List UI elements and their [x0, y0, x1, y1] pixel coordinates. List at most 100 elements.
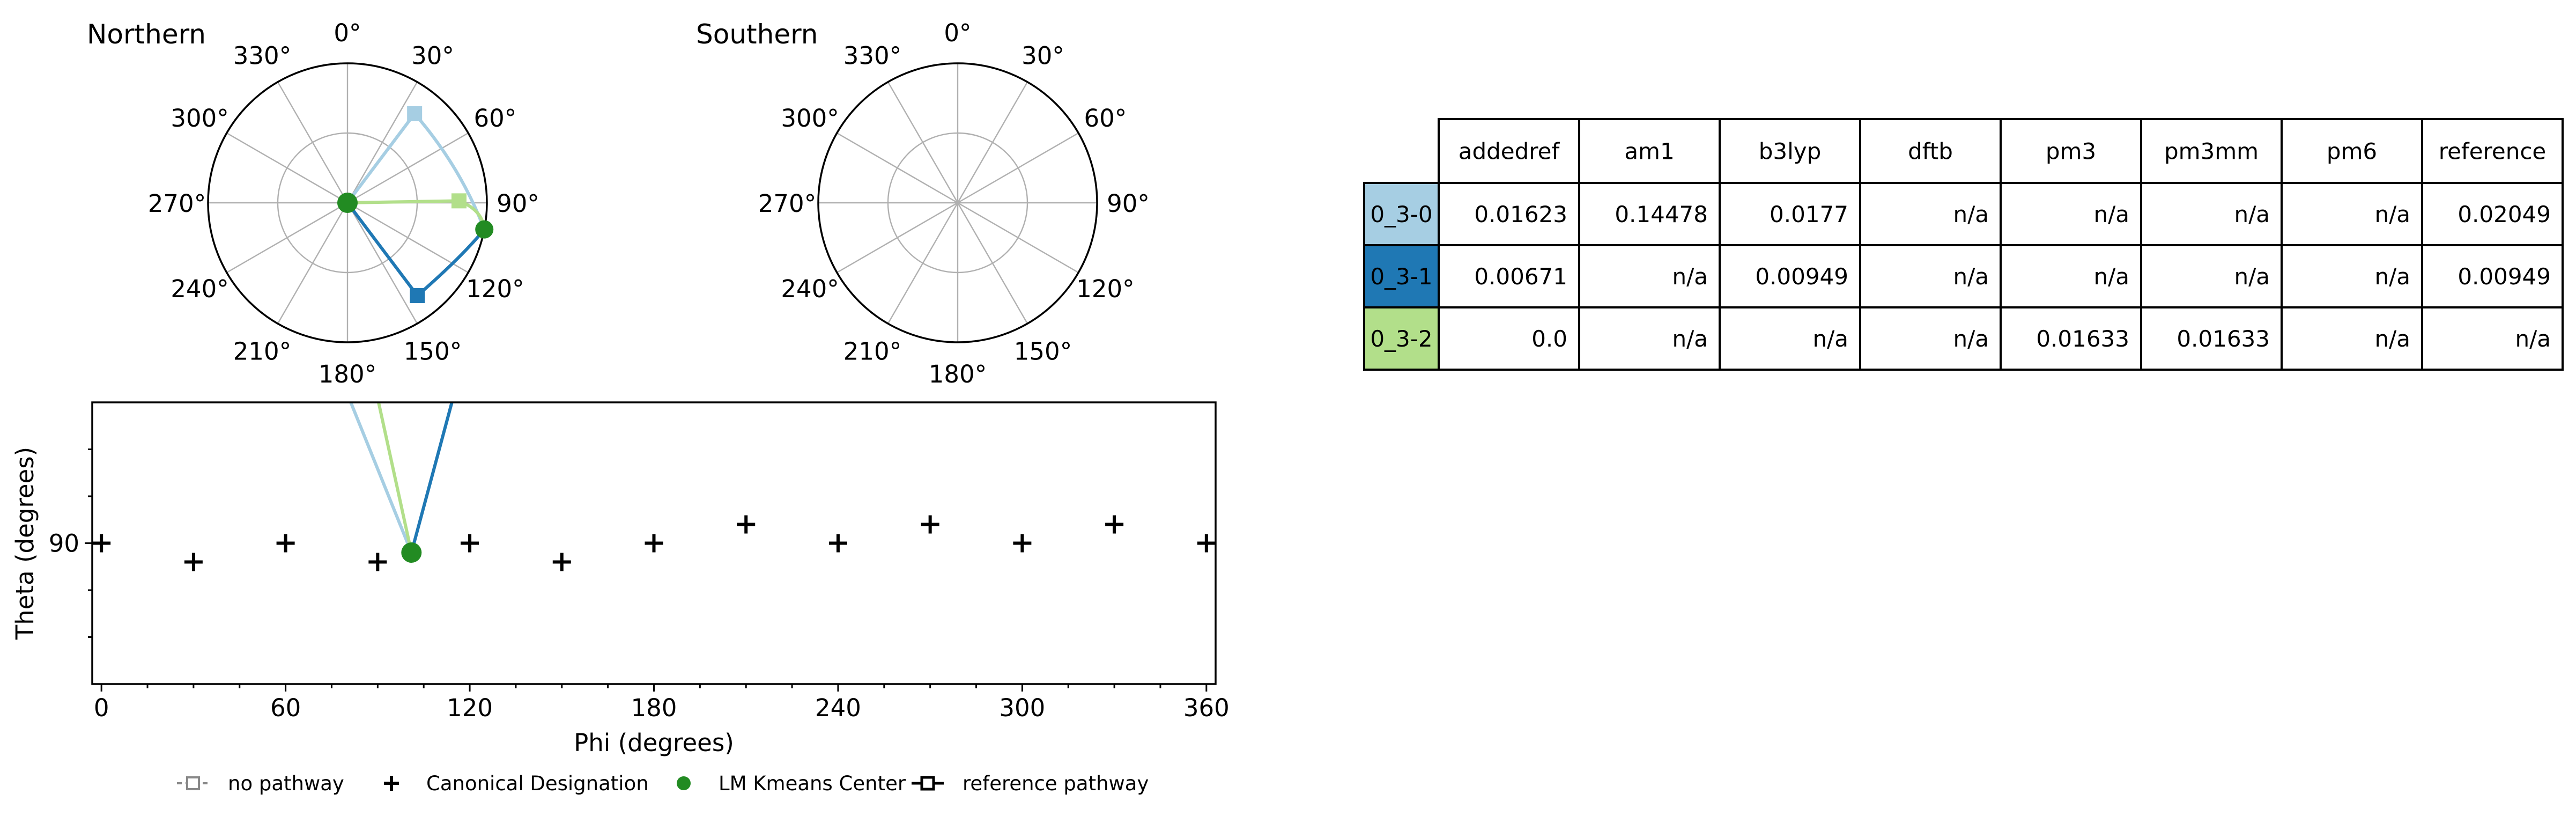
angle-tick-label: 330°	[843, 42, 901, 70]
pathway-endpoint-0-3-0	[407, 106, 423, 121]
table-cell-value: 0.00949	[2457, 263, 2551, 290]
table-row-label: 0_3-1	[1370, 263, 1432, 290]
table-cell-value: 0.02049	[2457, 201, 2551, 227]
legend-label: reference pathway	[963, 772, 1149, 795]
x-tick-label: 0	[94, 694, 109, 722]
x-tick-label: 360	[1183, 694, 1230, 722]
table-cell	[2281, 244, 2423, 308]
pathway-line-0-3-2	[376, 402, 413, 553]
angle-tick-label: 30°	[411, 42, 454, 70]
angle-tick-label: 240°	[781, 275, 839, 303]
x-axis-label: Phi (degrees)	[574, 729, 734, 757]
legend-label: Canonical Designation	[426, 772, 649, 795]
plot-area	[92, 402, 1216, 571]
table-cell-value: 0.01633	[2177, 326, 2270, 352]
table-cell-value: n/a	[1812, 326, 1848, 352]
polar-title: Southern	[696, 19, 818, 50]
x-tick-label: 60	[270, 694, 301, 722]
table-cell-value: n/a	[1953, 201, 1989, 227]
table-cell-value: 0.00671	[1474, 263, 1567, 290]
angle-tick-label: 0°	[334, 19, 361, 47]
angle-tick-label: 150°	[1014, 337, 1072, 365]
table-row-label-cell	[1363, 182, 1440, 246]
table-column-header: pm3mm	[2164, 138, 2259, 165]
angle-tick-label: 150°	[404, 337, 462, 365]
table-cell-value: n/a	[1672, 326, 1708, 352]
canonical-designation-marker	[552, 553, 571, 571]
angle-tick-label: 270°	[148, 189, 206, 218]
canonical-designation-marker	[461, 534, 479, 553]
table-cell-value: n/a	[2515, 326, 2551, 352]
table-cell	[1859, 182, 2002, 246]
angle-tick-label: 240°	[171, 275, 228, 303]
pathway-line-0-3-0	[346, 113, 416, 204]
legend-swatch-square	[920, 776, 935, 791]
phi-theta-plot: 0 60 120 180 240 300 360 90 Phi (degrees) Theta (…	[11, 401, 1230, 757]
table-cell-value: n/a	[1953, 263, 1989, 290]
legend-label: LM Kmeans Center	[719, 772, 906, 795]
y-tick-label: 90	[49, 530, 79, 558]
legend-swatch-dot	[677, 776, 691, 790]
table-cell	[2421, 244, 2564, 308]
canonical-designation-marker	[92, 534, 111, 553]
table-column-header: pm3	[2046, 138, 2096, 165]
table-cell-value: n/a	[2374, 326, 2410, 352]
table-cell-value: n/a	[2093, 201, 2129, 227]
table-cell	[1578, 182, 1721, 246]
x-tick-label: 240	[815, 694, 861, 722]
kmeans-center-point	[475, 220, 494, 239]
legend-item-canonical-designation: Canonical Designation	[384, 772, 649, 795]
table-cell	[1859, 244, 2002, 308]
canonical-designation-marker	[1105, 515, 1124, 534]
northern-polar-plot: Northern 0° 30° 60° 90° 120° 150° 180° 210° 240° 2…	[87, 19, 539, 388]
pathway-endpoint-0-3-2	[451, 193, 467, 209]
rmsd-table: addedref am1 b3lyp dftb pm3 pm3mm pm6 reference…	[1363, 118, 2564, 371]
legend-item-no-pathway: no pathway	[177, 772, 344, 795]
angle-tick-label: 300°	[781, 104, 839, 133]
table-cell	[2421, 306, 2564, 371]
table-cell	[1578, 306, 1721, 371]
x-tick-label: 120	[447, 694, 493, 722]
table-column-header: am1	[1624, 138, 1674, 165]
angle-tick-label: 210°	[233, 337, 291, 365]
angle-tick-label: 270°	[758, 189, 816, 218]
table-cell-value: 0.14478	[1615, 201, 1708, 227]
table-column-header: reference	[2439, 138, 2547, 165]
polar-title: Northern	[87, 19, 206, 50]
table-cell	[2140, 306, 2283, 371]
legend-swatch-plus	[384, 776, 399, 791]
canonical-designation-marker	[737, 515, 756, 534]
angle-tick-label: 60°	[1084, 104, 1127, 133]
southern-polar-plot: Southern 0° 30° 60° 90° 120° 150° 180° 210° 240° 2…	[696, 19, 1150, 388]
angle-tick-label: 180°	[929, 360, 987, 388]
table-column-header: pm6	[2327, 138, 2377, 165]
angle-tick-label: 30°	[1021, 42, 1064, 70]
angle-tick-label: 210°	[843, 337, 901, 365]
canonical-designation-marker	[828, 534, 847, 553]
angle-tick-label: 300°	[171, 104, 228, 133]
angle-tick-label: 120°	[466, 275, 524, 303]
legend-label: no pathway	[228, 772, 344, 795]
polar-frame	[207, 62, 488, 343]
canonical-designation-marker	[276, 534, 295, 553]
table-cell-value: 0.00949	[1755, 263, 1848, 290]
pathway-line-0-3-0	[349, 402, 413, 554]
radial-grid-circle	[887, 132, 1028, 274]
angle-tick-label: 330°	[233, 42, 291, 70]
legend-item-lm-kmeans-center: LM Kmeans Center	[677, 772, 906, 795]
table-row-label: 0_3-2	[1370, 326, 1432, 352]
table-cell-value: 0.01623	[1474, 201, 1567, 227]
table-cell-value: n/a	[2093, 263, 2129, 290]
canonical-designation-marker	[1013, 534, 1032, 553]
polar-frame	[817, 62, 1098, 343]
table-cell-value: n/a	[2374, 201, 2410, 227]
table-cell	[1859, 306, 2002, 371]
legend-swatch-square	[186, 776, 200, 790]
angle-tick-label: 0°	[944, 19, 971, 47]
angle-tick-label: 90°	[497, 189, 539, 218]
table-row-label-cell	[1363, 306, 1440, 371]
x-tick-label: 180	[631, 694, 677, 722]
table-column-header: b3lyp	[1759, 138, 1822, 165]
pathway-line-0-3-2	[347, 199, 460, 204]
